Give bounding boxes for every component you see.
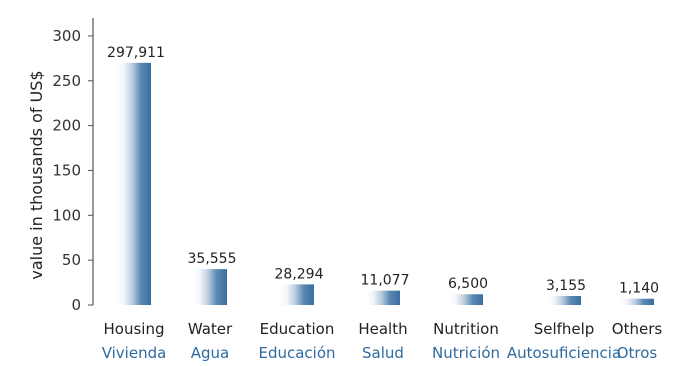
y-axis-ticks: 0 50 100 150 200 250 300	[52, 27, 93, 314]
y-tick-label: 50	[62, 251, 81, 269]
category-label-es: Agua	[191, 344, 229, 362]
data-label: 6,500	[448, 276, 488, 292]
category-label-en: Housing	[104, 320, 165, 338]
category-label-en: Health	[358, 320, 407, 338]
data-labels-group: 297,911 35,555 28,294 11,077 6,500 3,155 1,140	[107, 45, 659, 297]
category-label-en: Others	[612, 320, 663, 338]
data-label: 28,294	[275, 266, 324, 282]
category-label-es: Otros	[617, 344, 658, 362]
bar-water	[193, 269, 227, 305]
bar-others	[620, 298, 654, 305]
category-label-es: Educación	[258, 344, 335, 362]
y-tick-label: 100	[52, 206, 81, 224]
data-label: 35,555	[188, 251, 237, 267]
data-label: 297,911	[107, 45, 165, 61]
category-label-en: Water	[188, 320, 233, 338]
bar-health	[366, 290, 400, 305]
data-label: 3,155	[546, 278, 586, 294]
y-tick-label: 300	[52, 27, 81, 45]
bars-group	[117, 62, 654, 305]
bar-housing	[117, 62, 151, 305]
bar-selfhelp	[547, 296, 581, 305]
category-label-en: Selfhelp	[534, 320, 595, 338]
y-axis-title: value in thousands of US$	[27, 70, 46, 279]
data-label: 1,140	[619, 281, 659, 297]
category-label-es: Nutrición	[432, 344, 500, 362]
bar-nutrition	[449, 294, 483, 305]
category-labels-group: Housing Vivienda Water Agua Education Educaci…	[102, 320, 663, 362]
category-label-es: Vivienda	[102, 344, 167, 362]
y-tick-label: 0	[71, 296, 81, 314]
bar-education	[280, 284, 314, 305]
y-tick-label: 150	[52, 161, 81, 179]
category-label-en: Nutrition	[433, 320, 499, 338]
data-label: 11,077	[361, 273, 410, 289]
category-label-es: Autosuficiencia	[507, 344, 621, 362]
y-tick-label: 250	[52, 72, 81, 90]
y-tick-label: 200	[52, 117, 81, 135]
category-label-es: Salud	[362, 344, 404, 362]
category-label-en: Education	[260, 320, 335, 338]
